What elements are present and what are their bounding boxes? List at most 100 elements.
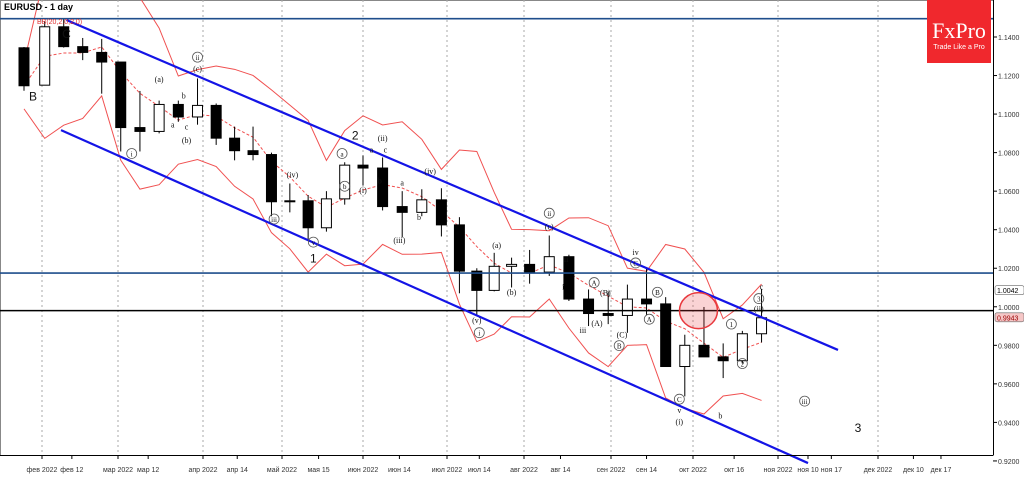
price-tick-label: 1.1200	[998, 74, 1020, 81]
time-tick-label: мар 2022	[103, 467, 133, 474]
candle	[229, 126, 241, 161]
wave-label-circle	[799, 395, 811, 407]
candle	[58, 18, 70, 48]
wave-label-text: B	[29, 90, 37, 104]
candle-body	[736, 333, 748, 362]
price-tick-label: 0.9400	[998, 420, 1020, 427]
candle-body	[621, 298, 633, 316]
wave-label-text: c	[384, 146, 388, 155]
candle	[320, 191, 332, 232]
wave-label-text: 3	[757, 296, 761, 304]
candle-body	[320, 198, 332, 229]
wave-label-text: (B)	[600, 289, 611, 298]
wave-label-circle	[643, 313, 655, 325]
time-tick-label: июл 2022	[432, 467, 463, 474]
time-tick-label: июн 14	[388, 467, 411, 474]
candle	[134, 90, 146, 152]
candle-body	[416, 199, 428, 213]
wave-label-text: a	[171, 121, 175, 130]
wave-label: (A)	[591, 319, 602, 328]
candle	[471, 268, 483, 317]
wave-label-text: 3	[855, 421, 862, 435]
candle-body	[563, 256, 575, 300]
wave-label-circle	[652, 286, 663, 298]
time-tick-label: ноя 10	[797, 467, 818, 474]
price-tick-label: 1.0200	[998, 266, 1020, 273]
last-price-tag	[994, 312, 1024, 323]
wave-label: 1	[310, 252, 317, 266]
bb-lower-band	[23, 94, 762, 415]
wave-label: B	[613, 340, 625, 352]
wave-label-circle	[753, 293, 765, 304]
candle	[357, 155, 369, 186]
wave-label: a	[171, 121, 175, 130]
wave-label-text: b	[378, 176, 382, 185]
candle-body	[698, 344, 710, 358]
wave-label: (C)	[617, 331, 628, 340]
wave-label-text: A	[647, 316, 652, 324]
candle	[77, 37, 89, 61]
wave-label-text: C	[62, 27, 71, 41]
wave-label: ii	[192, 51, 203, 63]
candle	[247, 126, 259, 161]
candle-body	[435, 199, 447, 226]
price-tick-label: 1.1000	[998, 112, 1020, 119]
candle	[302, 195, 314, 240]
last-price-tag-text: 0.9943	[997, 315, 1019, 322]
candle-body	[210, 104, 222, 139]
wave-label-text: b	[343, 183, 347, 191]
logo-tagline: Trade Like a Pro	[933, 44, 985, 51]
wave-label: i	[473, 327, 485, 339]
wave-label: (i)	[676, 417, 684, 426]
wave-label: (iii)	[393, 236, 405, 245]
time-tick-label: окт 2022	[679, 467, 707, 474]
wave-label-text: (iii)	[393, 236, 405, 245]
upper-channel-line[interactable]	[65, 19, 839, 351]
wave-label-text: 1	[730, 321, 734, 329]
wave-label-text: B	[655, 289, 660, 297]
candle-body	[153, 103, 165, 132]
candle	[602, 291, 614, 325]
wave-label: b	[378, 176, 382, 185]
wave-label-text: v	[677, 406, 681, 415]
candle-body	[18, 47, 30, 87]
candle	[453, 217, 465, 294]
wave-label-text: A	[592, 280, 597, 288]
time-tick-label: июн 2022	[348, 467, 379, 474]
candle-body	[471, 270, 483, 291]
wave-label: a	[336, 148, 348, 159]
candle	[416, 189, 428, 217]
candle	[621, 284, 633, 333]
wave-label: C	[62, 27, 71, 41]
lower-channel-line[interactable]	[60, 129, 809, 465]
wave-label: v	[677, 406, 681, 415]
time-tick-label: окт 16	[724, 467, 744, 474]
time-tick-label: ноя 2022	[763, 467, 792, 474]
time-tick-label: июл 14	[468, 467, 491, 474]
wave-label-circle	[736, 358, 748, 369]
candle-body	[660, 303, 672, 368]
wave-label-circle	[543, 207, 555, 219]
price-tick-label: 1.1400	[998, 35, 1020, 42]
wave-label: (a)	[155, 75, 164, 84]
wave-label: (i)	[359, 186, 367, 195]
time-tick-label: авг 2022	[510, 467, 538, 474]
logo-brand: FxPro	[932, 18, 986, 43]
wave-label-circle	[673, 393, 685, 405]
time-tick-label: ноя 17	[821, 467, 842, 474]
wave-label-text: (i)	[676, 417, 684, 426]
candle-body	[96, 51, 108, 63]
time-tick-label: дек 10	[903, 467, 924, 474]
bb-middle-band	[23, 46, 762, 358]
time-tick-label: апр 2022	[188, 467, 217, 474]
wave-label: iii	[580, 326, 587, 335]
time-tick-label: апр 14	[227, 467, 248, 474]
wave-label: a	[400, 178, 404, 187]
candle-body	[679, 344, 691, 368]
wave-label-text: 1	[310, 252, 317, 266]
wave-label: B	[29, 90, 37, 104]
candle-body	[229, 137, 241, 152]
wave-label: B	[652, 286, 663, 298]
wave-label: v	[307, 236, 319, 248]
